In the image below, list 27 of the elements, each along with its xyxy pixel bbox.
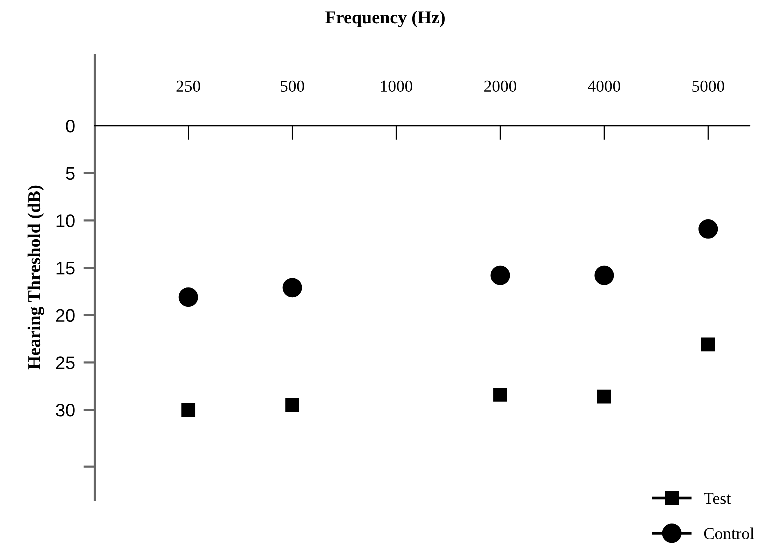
x-tick-label: 250 — [176, 80, 200, 92]
point — [598, 390, 612, 404]
y-tick-label: 10 — [56, 214, 75, 228]
y-tick-label: 15 — [56, 262, 75, 275]
point — [286, 398, 300, 412]
point — [698, 219, 718, 239]
chart-title: Frequency (Hz) — [326, 11, 445, 28]
point — [701, 338, 716, 352]
point — [490, 266, 510, 286]
y-tick-label: 20 — [56, 309, 75, 322]
y-tick-label: 5 — [66, 167, 75, 180]
x-tick-label: 500 — [281, 80, 304, 92]
point — [182, 403, 196, 417]
point — [594, 266, 614, 286]
legend-label: Control — [704, 528, 754, 540]
x-tick-label: 2000 — [484, 80, 517, 92]
x-tick-label: 1000 — [381, 80, 413, 92]
point — [494, 388, 508, 402]
x-tick-label: 4000 — [588, 80, 620, 92]
y-tick-label: 25 — [56, 356, 75, 370]
y-tick-label: 0 — [66, 120, 75, 133]
legend-label: Test — [704, 493, 732, 504]
y-axis-title: Hearing Threshold (dB) — [28, 186, 44, 370]
y-tick-label: 30 — [56, 404, 75, 417]
point — [282, 278, 302, 298]
point — [178, 288, 198, 308]
x-tick-label: 5000 — [692, 80, 724, 92]
